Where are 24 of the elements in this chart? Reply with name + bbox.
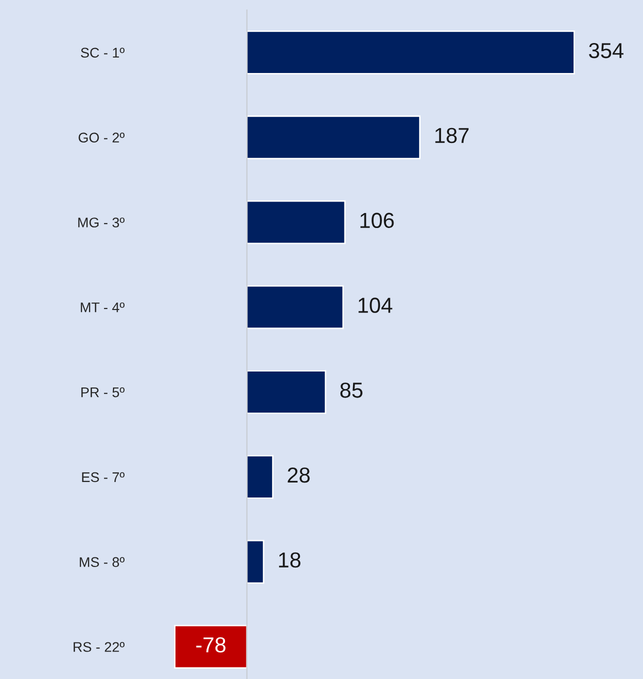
data-label: -78: [196, 637, 226, 653]
y-tick-label: MS - 8º: [80, 557, 125, 568]
bar: [246, 115, 421, 160]
bar: [246, 30, 575, 74]
y-tick-label: PR - 5º: [81, 387, 125, 398]
y-tick-label: ES - 7º: [82, 472, 125, 482]
y-tick-label: GO - 2º: [78, 132, 125, 143]
bar: [246, 370, 326, 414]
data-label: 106: [360, 212, 394, 228]
y-tick-label: MT - 4º: [80, 302, 125, 312]
y-tick-label: MG - 3º: [78, 218, 125, 228]
bar: [246, 540, 264, 584]
bar: [246, 285, 344, 330]
y-tick-label: RS - 22º: [74, 642, 125, 652]
data-label: 28: [288, 467, 310, 483]
y-tick-label: SC - 1º: [80, 48, 125, 58]
data-label: 85: [340, 382, 362, 398]
data-label: 104: [358, 298, 392, 313]
bar: [246, 455, 274, 499]
data-label: 18: [279, 552, 300, 568]
data-label: 187: [435, 128, 469, 144]
data-label: 354: [588, 42, 624, 58]
bar: [246, 200, 346, 244]
bar: [174, 624, 248, 669]
